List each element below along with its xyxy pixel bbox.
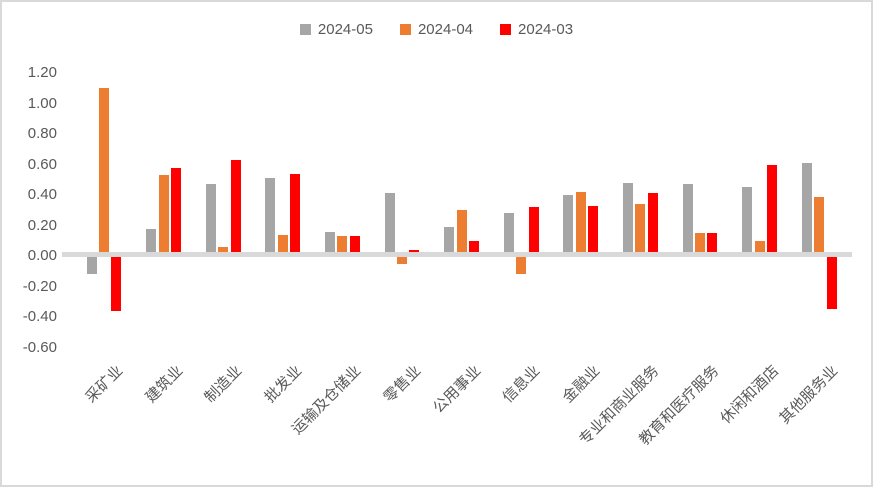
bar-2024-03-6: [468, 240, 480, 256]
legend-swatch-2024-04: [399, 24, 411, 35]
bar-2024-04-2: [218, 246, 229, 256]
y-axis-tick--0.60: -0.60: [22, 338, 57, 356]
bar-2024-05-4: [324, 231, 336, 256]
bar-2024-05-6: [444, 227, 455, 256]
bar-2024-03-0: [111, 256, 122, 311]
x-axis-label-8: 金融业: [559, 362, 604, 407]
x-axis-label-7: 信息业: [499, 362, 544, 407]
y-axis-tick-0.80: 0.80: [27, 125, 57, 142]
bar-2024-04-7: [516, 256, 527, 275]
y-axis-tick-1.00: 1.00: [27, 94, 57, 112]
bar-2024-04-12: [814, 196, 825, 256]
bar-2024-04-3: [277, 234, 288, 256]
bar-2024-03-12: [826, 256, 837, 310]
bar-2024-05-8: [563, 195, 574, 256]
x-axis-label-2: 制造业: [201, 362, 246, 407]
bar-2024-04-11: [754, 240, 765, 256]
x-axis-label-5: 零售业: [380, 362, 425, 407]
bar-2024-05-10: [682, 184, 693, 256]
y-axis-tick--0.40: -0.40: [22, 308, 57, 325]
bar-2024-05-3: [265, 178, 276, 256]
bar-2024-04-1: [158, 175, 169, 256]
legend-label-2024-04: 2024-04: [417, 21, 474, 38]
bar-2024-04-9: [635, 204, 646, 256]
bar-2024-04-4: [337, 236, 348, 256]
y-axis-tick--0.20: -0.20: [22, 277, 57, 295]
bar-2024-03-4: [349, 236, 360, 256]
x-axis-label-6: 公用事业: [429, 362, 484, 417]
legend-swatch-2024-03: [500, 24, 512, 35]
x-axis-label-11: 休闲和酒店: [716, 362, 782, 428]
bar-2024-05-9: [622, 182, 634, 256]
bar-2024-05-11: [742, 187, 753, 256]
x-axis-line: [62, 252, 852, 257]
y-axis-tick-0.20: 0.20: [27, 216, 57, 234]
bar-2024-05-2: [205, 184, 216, 256]
bar-2024-04-10: [694, 233, 706, 256]
bar-2024-04-8: [575, 191, 586, 256]
legend-item-2024-04: 2024-04: [399, 21, 474, 38]
legend-item-2024-05: 2024-05: [299, 21, 373, 38]
bar-2024-05-7: [503, 213, 514, 256]
y-axis-tick-0.60: 0.60: [27, 155, 57, 173]
bar-2024-03-8: [588, 205, 599, 256]
bar-2024-05-5: [384, 193, 395, 256]
y-axis-tick-0.00: 0.00: [27, 247, 57, 264]
bar-2024-04-0: [98, 88, 110, 256]
bar-2024-05-1: [146, 228, 157, 256]
legend-swatch-2024-05: [299, 24, 311, 35]
x-axis-label-12: 其他服务业: [776, 362, 842, 428]
bar-2024-03-10: [707, 233, 718, 256]
x-axis-label-1: 建筑业: [142, 362, 186, 407]
bar-2024-03-11: [766, 164, 778, 256]
bar-2024-04-6: [456, 210, 467, 256]
bar-2024-03-2: [230, 159, 241, 256]
x-axis-label-0: 采矿业: [82, 362, 127, 407]
legend-item-2024-03: 2024-03: [500, 21, 573, 38]
chart-legend: 2024-05 2024-04 2024-03: [0, 21, 873, 38]
bar-2024-03-3: [290, 173, 301, 256]
legend-label-2024-03: 2024-03: [518, 21, 574, 38]
bar-2024-04-5: [396, 256, 408, 264]
legend-label-2024-05: 2024-05: [317, 21, 373, 38]
bar-2024-05-12: [801, 162, 812, 256]
bar-2024-03-7: [528, 207, 539, 256]
bar-2024-03-9: [647, 193, 658, 256]
y-axis-tick-1.20: 1.20: [27, 64, 57, 81]
y-axis-tick-0.40: 0.40: [27, 186, 57, 203]
bar-2024-03-1: [170, 167, 182, 256]
x-axis-label-3: 批发业: [261, 362, 306, 407]
bar-2024-05-0: [86, 256, 97, 275]
